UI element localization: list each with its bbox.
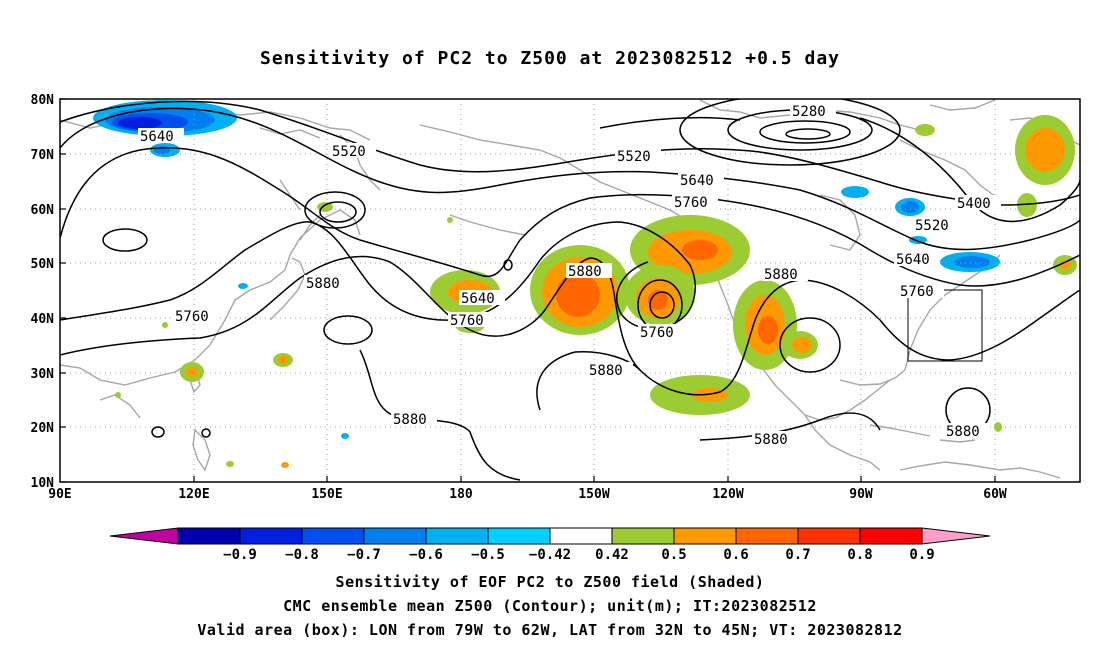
lon-label: 90E bbox=[48, 487, 71, 502]
colorbar-swatch bbox=[797, 527, 861, 545]
contour-label-c5640-b: 5640 bbox=[678, 172, 724, 189]
colorbar-label: 0.8 bbox=[847, 547, 872, 563]
contour-label-c5760-e: 5760 bbox=[638, 324, 684, 341]
contour-label-c5640-d: 5640 bbox=[459, 290, 505, 307]
svg-text:5640: 5640 bbox=[680, 173, 714, 189]
contour-label-c5760-b: 5760 bbox=[898, 283, 944, 300]
svg-text:5880: 5880 bbox=[754, 432, 788, 448]
contour-label-c5880-d: 5880 bbox=[587, 362, 633, 379]
lon-label: 120E bbox=[178, 487, 209, 502]
colorbar-label: −0.7 bbox=[347, 547, 381, 563]
contour-label-c5880-b: 5880 bbox=[304, 275, 350, 292]
map-frame bbox=[59, 98, 1081, 483]
lat-label: 80N bbox=[31, 93, 55, 108]
colorbar-swatch bbox=[239, 527, 303, 545]
lat-label: 30N bbox=[31, 367, 55, 382]
lat-label: 50N bbox=[31, 257, 55, 272]
chart-title: Sensitivity of PC2 to Z500 at 2023082512… bbox=[259, 48, 840, 69]
colorbar-label: −0.6 bbox=[409, 547, 443, 563]
contour-label-c5520-b: 5520 bbox=[615, 148, 661, 165]
caption-line-2: CMC ensemble mean Z500 (Contour); unit(m… bbox=[283, 597, 817, 615]
svg-text:5640: 5640 bbox=[896, 252, 930, 268]
colorbar-label: −0.5 bbox=[471, 547, 505, 563]
contour-label-c5640-a: 5640 bbox=[138, 128, 184, 145]
svg-text:5520: 5520 bbox=[332, 144, 366, 160]
svg-text:5640: 5640 bbox=[140, 129, 174, 145]
contour-label-c5880-g: 5880 bbox=[944, 423, 990, 440]
lat-label: 70N bbox=[31, 148, 55, 163]
contour-label-c5400: 5400 bbox=[955, 195, 1001, 212]
sensitivity-shading bbox=[93, 100, 1077, 468]
longitude-labels: 90E 120E 150E 180 150W 120W 90W 60W bbox=[48, 487, 1007, 502]
svg-text:5880: 5880 bbox=[568, 264, 602, 280]
colorbar-label: −0.42 bbox=[529, 547, 571, 563]
caption-line-1: Sensitivity of EOF PC2 to Z500 field (Sh… bbox=[335, 573, 765, 591]
svg-text:5880: 5880 bbox=[764, 267, 798, 283]
colorbar-swatch bbox=[549, 527, 613, 545]
colorbar-swatch bbox=[673, 527, 737, 545]
contour-label-c5880-c: 5880 bbox=[762, 266, 808, 283]
svg-text:5640: 5640 bbox=[461, 291, 495, 307]
contour-label-c5280: 5280 bbox=[790, 103, 836, 120]
colorbar-swatch bbox=[301, 527, 365, 545]
contour-label-c5640-c: 5640 bbox=[894, 251, 940, 268]
svg-text:5760: 5760 bbox=[450, 313, 484, 329]
colorbar-swatch bbox=[611, 527, 675, 545]
svg-text:5760: 5760 bbox=[674, 195, 708, 211]
axis-ticks bbox=[60, 98, 996, 483]
colorbar-swatch bbox=[177, 527, 241, 545]
contour-label-c5760-d: 5760 bbox=[173, 308, 219, 325]
colorbar: −0.9 −0.8 −0.7 −0.6 −0.5 −0.42 0.42 0.5 0.6 0.7 0.… bbox=[109, 527, 991, 563]
svg-text:5760: 5760 bbox=[175, 309, 209, 325]
colorbar-label: 0.6 bbox=[723, 547, 748, 563]
colorbar-label: 0.42 bbox=[595, 547, 629, 563]
svg-text:5280: 5280 bbox=[792, 104, 826, 120]
colorbar-label: −0.8 bbox=[285, 547, 319, 563]
lat-label: 60N bbox=[31, 203, 55, 218]
valid-area-box bbox=[907, 289, 983, 362]
colorbar-swatch bbox=[425, 527, 489, 545]
contour-label-c5880-a: 5880 bbox=[566, 263, 612, 280]
contour-label-c5880-f: 5880 bbox=[752, 431, 798, 448]
contour-label-c5880-e: 5880 bbox=[391, 411, 437, 428]
caption-line-3: Valid area (box): LON from 79W to 62W, L… bbox=[197, 621, 903, 639]
colorbar-swatch bbox=[363, 527, 427, 545]
lat-label: 10N bbox=[31, 476, 55, 491]
svg-text:5880: 5880 bbox=[393, 412, 427, 428]
svg-text:5520: 5520 bbox=[915, 218, 949, 234]
coastlines bbox=[60, 99, 1080, 479]
svg-text:5760: 5760 bbox=[900, 284, 934, 300]
svg-text:5760: 5760 bbox=[640, 325, 674, 341]
lat-label: 40N bbox=[31, 312, 55, 327]
contour-label-c5760-a: 5760 bbox=[672, 194, 718, 211]
svg-text:5880: 5880 bbox=[589, 363, 623, 379]
contour-labels: 5640 5520 5280 5520 5640 5760 5400 5520 … bbox=[138, 103, 1001, 448]
colorbar-swatch bbox=[859, 527, 923, 545]
lon-label: 180 bbox=[449, 487, 473, 502]
contour-label-c5520-c: 5520 bbox=[913, 217, 959, 234]
lat-label: 20N bbox=[31, 421, 55, 436]
contour-label-c5760-c: 5760 bbox=[448, 312, 494, 329]
colorbar-min-arrow bbox=[109, 527, 179, 545]
colorbar-swatch bbox=[735, 527, 799, 545]
latitude-labels: 80N 70N 60N 50N 40N 30N 20N 10N bbox=[31, 93, 55, 491]
svg-text:5520: 5520 bbox=[617, 149, 651, 165]
contour-label-c5520-a: 5520 bbox=[330, 143, 376, 160]
lon-label: 120W bbox=[712, 487, 743, 502]
colorbar-label: −0.9 bbox=[223, 547, 257, 563]
colorbar-label: 0.5 bbox=[661, 547, 686, 563]
lon-label: 60W bbox=[983, 487, 1007, 502]
colorbar-swatch bbox=[487, 527, 551, 545]
colorbar-label: 0.9 bbox=[909, 547, 934, 563]
colorbar-max-arrow bbox=[921, 527, 991, 545]
colorbar-label: 0.7 bbox=[785, 547, 810, 563]
svg-text:5400: 5400 bbox=[957, 196, 991, 212]
lon-label: 150W bbox=[578, 487, 609, 502]
lon-label: 90W bbox=[849, 487, 873, 502]
lon-label: 150E bbox=[311, 487, 342, 502]
svg-text:5880: 5880 bbox=[306, 276, 340, 292]
svg-text:5880: 5880 bbox=[946, 424, 980, 440]
